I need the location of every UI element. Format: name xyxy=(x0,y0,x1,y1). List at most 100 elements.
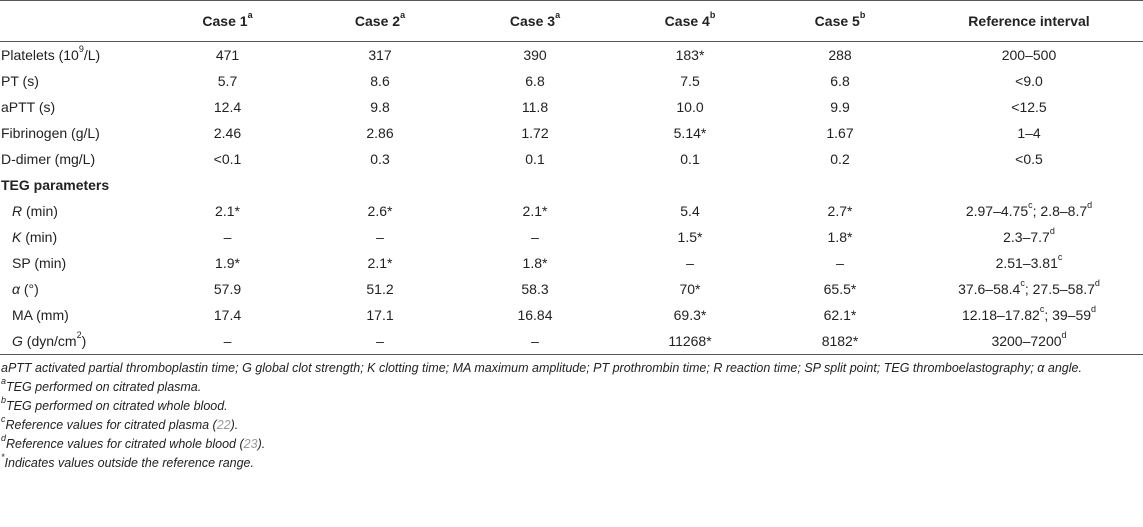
reference-cell: 37.6–58.4c; 27.5–58.7d xyxy=(958,278,1100,297)
table-row: SP (min) 1.9* 2.1* 1.8* – – 2.51–3.81c xyxy=(0,250,1143,276)
cell: 5.14* xyxy=(673,125,707,141)
row-label: aPTT (s) xyxy=(1,99,56,115)
cell: 8.6 xyxy=(370,73,390,89)
cell: 390 xyxy=(523,47,547,63)
header-case-4: Case 4b xyxy=(615,0,765,42)
reference-link-22[interactable]: 22 xyxy=(216,418,231,432)
reference-cell: <12.5 xyxy=(1011,99,1047,115)
reference-link-23[interactable]: 23 xyxy=(243,437,258,451)
cell: 7.5 xyxy=(680,73,700,89)
table-row: R (min) 2.1* 2.6* 2.1* 5.4 2.7* 2.97–4.7… xyxy=(0,198,1143,224)
footnote-d: dReference values for citrated whole blo… xyxy=(1,432,266,451)
cell: <0.1 xyxy=(213,151,242,167)
cell: 2.1* xyxy=(367,255,393,271)
cell: 1.5* xyxy=(677,229,703,245)
coagulation-table: Case 1a Case 2a Case 3a Case 4b Case 5b … xyxy=(0,0,1143,355)
cell: – xyxy=(686,255,694,271)
cell: 70* xyxy=(679,281,701,297)
row-label: PT (s) xyxy=(1,73,39,89)
row-label: SP (min) xyxy=(12,255,67,271)
cell: 0.1 xyxy=(525,151,545,167)
cell: 317 xyxy=(368,47,392,63)
row-label: Fibrinogen (g/L) xyxy=(1,125,100,141)
cell: 0.1 xyxy=(680,151,700,167)
cell: 6.8 xyxy=(525,73,545,89)
cell: – xyxy=(836,255,844,271)
table-row: MA (mm) 17.4 17.1 16.84 69.3* 62.1* 12.1… xyxy=(0,302,1143,328)
header-case-1: Case 1a xyxy=(150,0,305,42)
cell: – xyxy=(455,328,615,355)
row-label: R (min) xyxy=(12,203,58,219)
reference-cell: 2.3–7.7d xyxy=(1003,226,1055,245)
header-case-2: Case 2a xyxy=(305,0,455,42)
cell: 17.1 xyxy=(366,307,394,323)
table-row: Fibrinogen (g/L) 2.46 2.86 1.72 5.14* 1.… xyxy=(0,120,1143,146)
table-row: PT (s) 5.7 8.6 6.8 7.5 6.8 <9.0 xyxy=(0,68,1143,94)
cell: – xyxy=(376,229,384,245)
cell: 1.9* xyxy=(215,255,240,271)
cell: 2.1* xyxy=(522,203,548,219)
cell: 17.4 xyxy=(213,307,242,323)
table-row: α (°) 57.9 51.2 58.3 70* 65.5* 37.6–58.4… xyxy=(0,276,1143,302)
table-row: K (min) – – – 1.5* 1.8* 2.3–7.7d xyxy=(0,224,1143,250)
reference-cell: 3200–7200d xyxy=(915,328,1143,355)
header-reference-interval: Reference interval xyxy=(915,0,1143,42)
cell: 69.3* xyxy=(673,307,707,323)
cell: 1.8* xyxy=(522,255,548,271)
footnote-a: aTEG performed on citrated plasma. xyxy=(1,375,202,394)
footnote-abbreviations: aPTT activated partial thromboplastin ti… xyxy=(1,361,1082,375)
row-label: Platelets (109/L) xyxy=(1,44,101,63)
reference-cell: 12.18–17.82c; 39–59d xyxy=(961,304,1097,323)
cell: – xyxy=(531,229,539,245)
row-label: D-dimer (mg/L) xyxy=(1,151,96,167)
cell: 5.7 xyxy=(217,73,238,89)
cell: 9.8 xyxy=(370,99,390,115)
cell: 62.1* xyxy=(823,307,857,323)
cell: 0.2 xyxy=(830,151,850,167)
cell: 2.86 xyxy=(366,125,394,141)
cell: 2.6* xyxy=(367,203,393,219)
footnote-c: cReference values for citrated plasma (2… xyxy=(1,413,239,432)
cell: 65.5* xyxy=(823,281,857,297)
cell: 183* xyxy=(675,47,705,63)
table-footnotes: aPTT activated partial thromboplastin ti… xyxy=(0,359,1143,473)
cell: 1.67 xyxy=(826,125,854,141)
table-row: D-dimer (mg/L) <0.1 0.3 0.1 0.1 0.2 <0.5 xyxy=(0,146,1143,172)
cell: 5.4 xyxy=(680,203,700,219)
cell: 11268* xyxy=(615,328,765,355)
cell: 288 xyxy=(828,47,852,63)
cell: 51.2 xyxy=(366,281,394,297)
header-blank xyxy=(0,0,150,42)
reference-cell: <9.0 xyxy=(1015,73,1043,89)
reference-cell: <0.5 xyxy=(1015,151,1043,167)
table-row: aPTT (s) 12.4 9.8 11.8 10.0 9.9 <12.5 xyxy=(0,94,1143,120)
cell: 1.72 xyxy=(521,125,549,141)
table-row: G (dyn/cm2) – – – 11268* 8182* 3200–7200… xyxy=(0,328,1143,355)
cell: 57.9 xyxy=(213,281,242,297)
row-label: G (dyn/cm2) xyxy=(0,328,150,355)
footnote-asterisk: *Indicates values outside the reference … xyxy=(1,451,254,470)
cell: 9.9 xyxy=(830,99,850,115)
cell: – xyxy=(305,328,455,355)
section-row: TEG parameters xyxy=(0,172,1143,198)
reference-cell: 2.51–3.81c xyxy=(995,252,1063,271)
cell: 10.0 xyxy=(676,99,704,115)
row-label: MA (mm) xyxy=(12,307,69,323)
section-heading-teg: TEG parameters xyxy=(1,177,110,193)
row-label: K (min) xyxy=(12,229,58,245)
cell: 2.7* xyxy=(827,203,853,219)
footnote-b: bTEG performed on citrated whole blood. xyxy=(1,394,228,413)
table-row: Platelets (109/L) 471 317 390 183* 288 2… xyxy=(0,42,1143,69)
cell: 8182* xyxy=(765,328,915,355)
cell: 12.4 xyxy=(213,99,242,115)
row-label: α (°) xyxy=(12,281,39,297)
cell: – xyxy=(150,328,305,355)
cell: 6.8 xyxy=(830,73,850,89)
reference-cell: 1–4 xyxy=(1017,125,1041,141)
cell: 58.3 xyxy=(521,281,549,297)
cell: 2.46 xyxy=(213,125,242,141)
cell: 2.1* xyxy=(215,203,240,219)
header-row: Case 1a Case 2a Case 3a Case 4b Case 5b … xyxy=(0,0,1143,42)
cell: 11.8 xyxy=(521,99,549,115)
